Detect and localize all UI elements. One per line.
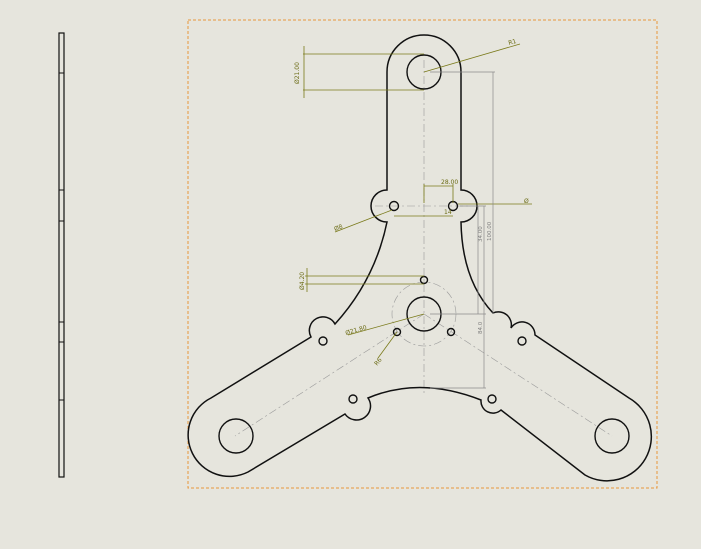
- lobe-hole-left: [318, 336, 328, 346]
- left-end-hole: [218, 418, 254, 454]
- bolt-hole-left: [392, 327, 402, 337]
- dim-slot-small: 14: [444, 209, 452, 216]
- lobe-hole-right: [517, 336, 527, 346]
- dim-small-holes: Ø4.20: [299, 272, 306, 290]
- slot-hole-left: [388, 200, 400, 212]
- part-outline: [187, 34, 653, 482]
- dim-vertical-3: 84.0: [478, 321, 484, 334]
- vertical-dim-texts: 34.00 100.00 84.0: [478, 221, 493, 334]
- vertical-dimensions: [430, 71, 495, 389]
- dim-leader: [423, 43, 521, 73]
- dim-vertical-1: 34.00: [478, 226, 484, 242]
- lobe-hole-bottom-right: [487, 394, 497, 404]
- dimension-lines: [303, 43, 532, 359]
- dim-radius-bottom: R6: [373, 357, 384, 368]
- dim-leader: [347, 313, 425, 336]
- dim-leader: [334, 209, 393, 233]
- dim-center-hole: Ø21.80: [345, 324, 368, 337]
- dim-vertical-2: 100.00: [487, 221, 493, 241]
- dim-slot-width: 28.00: [441, 179, 458, 186]
- side-view-outline: [58, 32, 65, 478]
- bolt-hole-top: [419, 275, 429, 285]
- centerline-arm-right: [423, 313, 613, 437]
- bolt-hole-right: [446, 327, 456, 337]
- centerline-arm-left: [234, 313, 425, 437]
- lobe-hole-bottom-left: [348, 394, 358, 404]
- dim-top-hole-radius: R1: [508, 38, 518, 47]
- dim-leader: [377, 331, 398, 359]
- dim-top-hole-diameter: Ø21.00: [294, 62, 301, 84]
- right-end-hole: [594, 418, 630, 454]
- dim-right-arrow: Ø: [524, 198, 529, 205]
- side-view: [58, 32, 65, 478]
- centerlines: [234, 60, 613, 437]
- dim-mid-hole: Ø8: [333, 223, 344, 233]
- drawing-frame: [187, 19, 658, 489]
